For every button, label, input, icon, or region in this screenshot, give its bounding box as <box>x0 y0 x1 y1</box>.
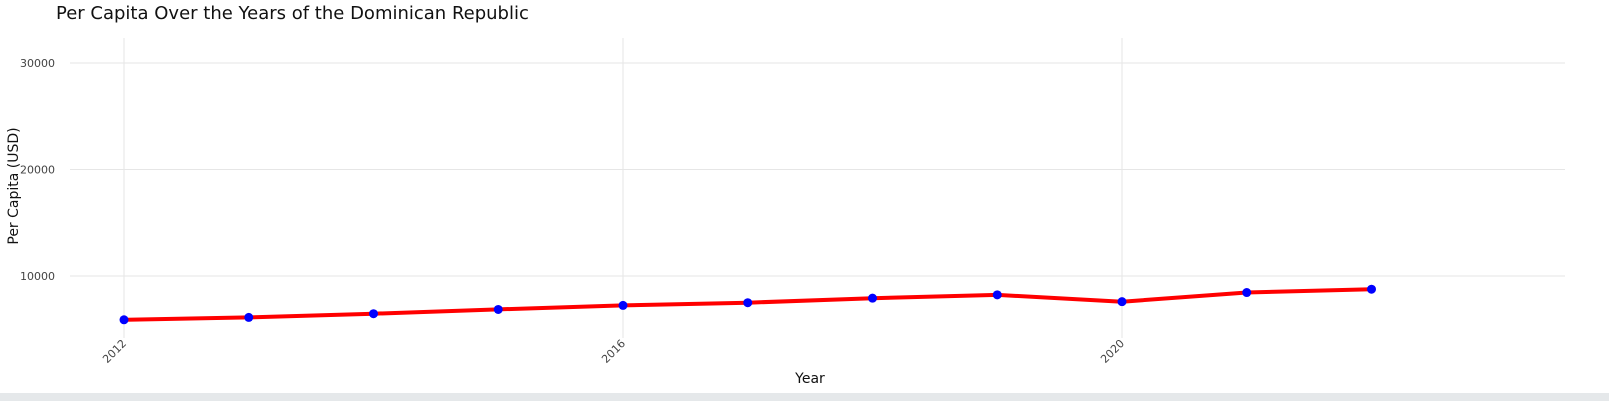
x-tick-label: 2020 <box>1098 337 1127 366</box>
x-axis-label: Year <box>794 371 825 387</box>
data-point <box>618 300 628 310</box>
data-point <box>244 312 254 322</box>
data-point <box>1242 288 1252 298</box>
data-point <box>1367 284 1376 294</box>
series-layer <box>119 284 1376 325</box>
x-tick-label: 2016 <box>599 337 628 366</box>
data-point <box>868 293 877 303</box>
y-tick-label: 20000 <box>20 164 55 177</box>
data-point <box>493 304 503 314</box>
data-point <box>1117 297 1127 307</box>
y-tick-label: 30000 <box>20 57 55 70</box>
data-point <box>119 315 129 325</box>
x-tick-label: 2012 <box>100 337 129 366</box>
y-axis-label: Per Capita (USD) <box>6 127 22 244</box>
data-point <box>369 309 378 319</box>
grid-layer <box>70 38 1565 338</box>
y-tick-label: 10000 <box>20 270 55 283</box>
bottom-strip <box>0 393 1609 401</box>
data-point <box>992 290 1002 300</box>
chart-title: Per Capita Over the Years of the Dominic… <box>56 3 529 24</box>
data-point <box>743 298 753 308</box>
